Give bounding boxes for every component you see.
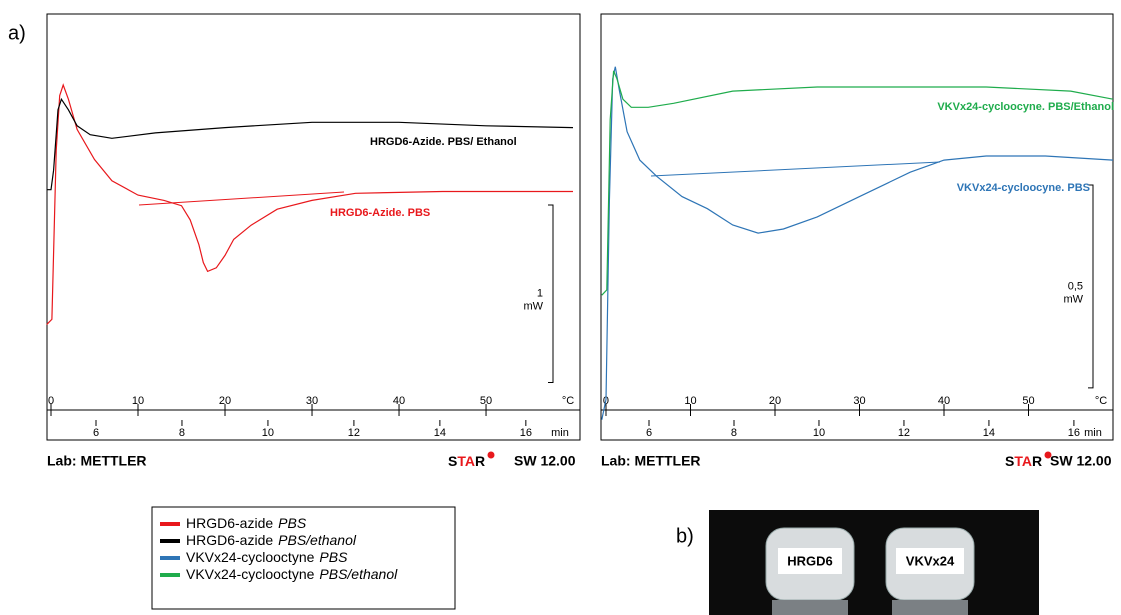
scale-bar — [1088, 184, 1094, 389]
curve-annotation: HRGD6-Azide. PBS — [330, 207, 430, 219]
legend-label: VKVx24-cyclooctyne PBS — [186, 549, 348, 565]
x-tick-label: 10 — [132, 395, 144, 407]
x2-unit: min — [1084, 427, 1102, 439]
x2-unit: min — [551, 427, 569, 439]
x2-tick-label: 6 — [93, 427, 99, 439]
legend-label: HRGD6-azide PBS/ethanol — [186, 532, 357, 548]
lab-label: Lab: METTLER — [47, 453, 147, 469]
software-mark — [1044, 451, 1052, 459]
x-tick-label: 20 — [219, 395, 231, 407]
software-part: R — [475, 453, 485, 469]
legend-label: VKVx24-cyclooctyne PBS/ethanol — [186, 566, 398, 582]
scale-value: 0,5 — [1068, 280, 1083, 292]
x2-tick-label: 14 — [983, 427, 995, 439]
plot-frame — [600, 13, 1114, 441]
legend-name: VKVx24-cyclooctyne — [186, 549, 315, 565]
vial-label — [896, 548, 964, 574]
data-line — [601, 70, 1114, 296]
curve-annotation: HRGD6-Azide. PBS/ Ethanol — [370, 136, 517, 148]
scale-unit: mW — [1063, 293, 1083, 305]
legend-condition: PBS/ethanol — [278, 532, 357, 548]
x-unit: °C — [1095, 395, 1107, 407]
vial-body — [772, 600, 848, 615]
x-unit: °C — [562, 395, 574, 407]
lab-label: Lab: METTLER — [601, 453, 701, 469]
x-tick-label: 50 — [1022, 395, 1034, 407]
x2-tick-label: 6 — [646, 427, 652, 439]
software-part: S — [1005, 453, 1014, 469]
x2-tick-label: 10 — [813, 427, 825, 439]
x-tick-label: 30 — [306, 395, 318, 407]
x-tick-label: 40 — [938, 395, 950, 407]
software-part: S — [448, 453, 457, 469]
x2-tick-label: 12 — [348, 427, 360, 439]
data-line — [46, 83, 573, 326]
legend-box — [151, 506, 456, 610]
panel-label: a) — [8, 22, 26, 44]
software-version: SW 12.00 — [1050, 453, 1112, 469]
software-name: STAR — [448, 453, 485, 469]
software-part: R — [1032, 453, 1042, 469]
legend-condition: PBS — [278, 515, 307, 531]
x2-tick-label: 8 — [731, 427, 737, 439]
software-name: STAR — [1005, 453, 1042, 469]
baseline — [138, 191, 345, 206]
scale-bar — [548, 204, 554, 383]
x2-tick-label: 14 — [434, 427, 446, 439]
data-line — [46, 97, 574, 191]
scale-unit: mW — [523, 301, 543, 313]
x-tick-label: 20 — [769, 395, 781, 407]
software-mark — [487, 451, 495, 459]
x2-tick-label: 12 — [898, 427, 910, 439]
photo-background — [709, 510, 1039, 615]
legend-name: VKVx24-cyclooctyne — [186, 566, 315, 582]
photo: HRGD6 VKVx24 — [709, 510, 1039, 615]
x-tick-label: 50 — [480, 395, 492, 407]
vial-text: HRGD6 — [787, 553, 833, 568]
legend-name: HRGD6-azide — [186, 532, 273, 548]
software-version: SW 12.00 — [514, 453, 576, 469]
legend-label: HRGD6-azide PBS — [186, 515, 307, 531]
x-tick-label: 10 — [684, 395, 696, 407]
scale-value: 1 — [537, 288, 543, 300]
x2-tick-label: 10 — [262, 427, 274, 439]
x-tick-label: 0 — [48, 395, 54, 407]
vial-body — [892, 600, 968, 615]
x-tick-label: 40 — [393, 395, 405, 407]
x2-tick-label: 16 — [1068, 427, 1080, 439]
x2-tick-label: 16 — [520, 427, 532, 439]
x-tick-label: 30 — [853, 395, 865, 407]
software-part: TA — [1014, 453, 1032, 469]
x2-tick-label: 8 — [179, 427, 185, 439]
curve-annotation: VKVx24-cycloocyne. PBS/Ethanol — [937, 101, 1114, 113]
vial-text: VKVx24 — [906, 553, 955, 568]
vial-label — [778, 548, 842, 574]
plot-frame — [46, 13, 581, 441]
legend-condition: PBS/ethanol — [319, 566, 398, 582]
legend-name: HRGD6-azide — [186, 515, 273, 531]
legend-condition: PBS — [319, 549, 348, 565]
software-part: TA — [457, 453, 475, 469]
curve-annotation: VKVx24-cycloocyne. PBS — [957, 182, 1090, 194]
baseline — [650, 161, 941, 177]
panel-label: b) — [676, 525, 694, 547]
data-line — [601, 66, 1114, 420]
